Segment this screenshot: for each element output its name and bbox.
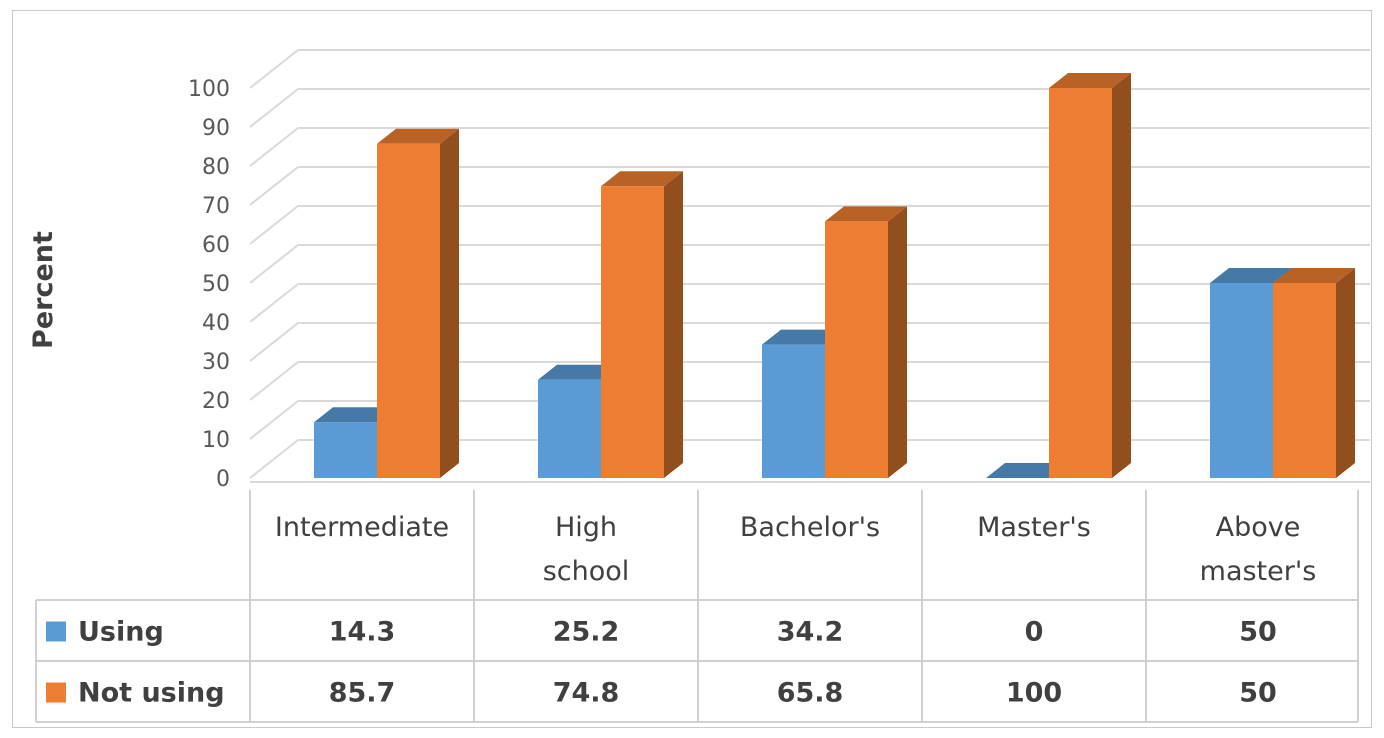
data-table: Intermediate High school Bachelor's Master's… [35, 490, 1359, 723]
y-tick-label: 30 [202, 350, 230, 375]
bar-top [1273, 268, 1355, 283]
gridline-diagonal [249, 439, 299, 479]
data-label: 25.2 [553, 617, 620, 648]
bar-top [601, 171, 683, 187]
y-tick-label: 70 [202, 194, 230, 219]
data-label: 34.2 [777, 617, 844, 648]
y-tick-label: 10 [202, 428, 230, 453]
data-label: 14.3 [329, 617, 396, 648]
y-tick-label: 90 [202, 116, 230, 141]
category-label: High [555, 512, 617, 543]
bar-top [825, 206, 907, 222]
bar [825, 221, 888, 478]
y-axis-label: Percent [28, 231, 59, 349]
data-label: 50 [1239, 678, 1277, 709]
series-label: Not using [78, 678, 225, 709]
gridline-diagonal [249, 205, 299, 245]
legend-key [46, 682, 66, 703]
bar [538, 379, 601, 478]
y-tick-label: 60 [202, 233, 230, 258]
legend-key [46, 621, 66, 642]
bar [1273, 283, 1336, 478]
y-tick-label: 20 [202, 389, 230, 414]
bar-top [377, 128, 459, 144]
bar-top [762, 329, 844, 345]
series-label: Using [78, 617, 164, 648]
bar-top [538, 364, 620, 380]
data-label: 100 [1006, 678, 1062, 709]
bar [762, 344, 825, 478]
data-label: 0 [1025, 617, 1044, 648]
bar-top [1049, 73, 1131, 88]
bars [314, 73, 1355, 478]
gridline-diagonal [249, 244, 299, 284]
data-label: 74.8 [553, 678, 620, 709]
bar-top [314, 407, 396, 423]
bar-side [1336, 268, 1355, 478]
bar-side [664, 171, 683, 478]
gridline-diagonal [249, 322, 299, 362]
category-label: Above [1216, 512, 1301, 543]
category-label: Bachelor's [740, 512, 880, 543]
category-label: school [543, 556, 630, 587]
category-label: master's [1200, 556, 1317, 587]
bar-top [986, 463, 1068, 478]
y-tick-label: 40 [202, 311, 230, 336]
category-label: Intermediate [275, 512, 449, 543]
gridline-diagonal [249, 127, 299, 167]
gridline-diagonal [249, 400, 299, 440]
bar-side [440, 128, 459, 478]
bar-side [1112, 73, 1131, 478]
gridline-diagonal [249, 361, 299, 401]
bar [314, 422, 377, 478]
bar [601, 186, 664, 478]
bar [1049, 88, 1112, 478]
y-tick-label: 100 [188, 77, 230, 102]
data-label: 85.7 [329, 678, 396, 709]
bar-side [888, 206, 907, 478]
y-axis-ticks: 0 10 20 30 40 50 60 70 80 90 100 [188, 77, 230, 492]
data-label: 50 [1239, 617, 1277, 648]
data-label: 65.8 [777, 678, 844, 709]
y-tick-label: 50 [202, 272, 230, 297]
gridline-diagonal [249, 49, 299, 89]
bar-top [1210, 268, 1292, 283]
y-tick-label: 0 [216, 467, 230, 492]
gridline-diagonal [249, 283, 299, 323]
bar [1210, 283, 1273, 478]
y-tick-label: 80 [202, 155, 230, 180]
gridline-diagonal [249, 88, 299, 128]
category-label: Master's [977, 512, 1091, 543]
gridline-diagonal [249, 166, 299, 206]
bar [377, 143, 440, 478]
